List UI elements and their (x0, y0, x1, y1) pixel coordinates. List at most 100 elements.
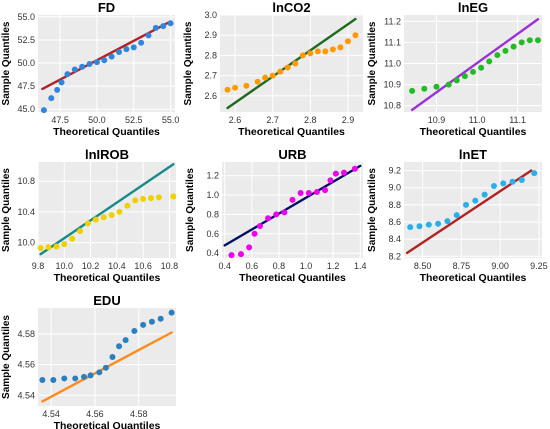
qq-point (299, 52, 306, 59)
x-tick-label: 11.0 (469, 115, 486, 125)
y-tick-label: 52.5 (17, 35, 35, 45)
qq-point (269, 72, 276, 79)
qq-point (254, 78, 261, 85)
y-tick-label: 45.0 (17, 104, 35, 114)
qq-point (96, 369, 103, 376)
qq-point (132, 197, 139, 204)
qq-point (284, 64, 291, 71)
qq-point (130, 44, 137, 51)
qq-point (167, 20, 174, 27)
x-tick-label: 2.9 (342, 115, 355, 125)
qq-point (531, 170, 538, 177)
qq-point (435, 220, 442, 227)
y-tick-label: 55.0 (17, 12, 35, 22)
qq-point (58, 79, 65, 86)
qq-point (131, 327, 138, 334)
qq-point (292, 60, 299, 67)
qq-point (123, 46, 130, 53)
x-axis-label: Theoretical Quantiles (53, 126, 160, 138)
y-axis-label: Sample Quantiles (367, 21, 378, 105)
qq-point (87, 372, 94, 379)
qq-point (461, 73, 468, 80)
qq-point (262, 74, 269, 81)
x-tick-label: 55.0 (162, 115, 180, 125)
reference-line (223, 164, 362, 247)
qq-point (77, 228, 84, 235)
qq-panel-edu: 4.54 4.56 4.58 4.54 4.56 4.58 EDU Theoretical Q… (1, 293, 176, 429)
x-tick-label: 1.4 (354, 261, 367, 271)
qq-point (69, 235, 76, 242)
x-tick-label: 1.0 (300, 261, 313, 271)
qq-point (102, 364, 109, 371)
qq-point (37, 245, 44, 252)
x-tick-label: 8.75 (453, 261, 471, 271)
qq-point (155, 194, 162, 201)
x-tick-label: 11.1 (509, 115, 526, 125)
qq-point (61, 375, 68, 382)
qq-point (243, 82, 250, 89)
qq-point (518, 39, 525, 46)
qq-point (510, 43, 517, 50)
qq-point (322, 187, 329, 194)
qq-point (463, 201, 470, 208)
x-axis-label: Theoretical Quantiles (54, 272, 161, 284)
y-tick-label: 10.8 (17, 176, 35, 186)
y-tick-label: 1.0 (206, 190, 219, 200)
x-tick-label: 50.0 (88, 115, 106, 125)
qq-point (305, 190, 312, 197)
qq-point (138, 39, 145, 46)
qq-point (92, 216, 99, 223)
y-tick-label: 11.0 (384, 59, 401, 69)
y-axis-label: Sample Quantiles (1, 21, 12, 105)
plot-background (38, 308, 176, 406)
qq-point (344, 38, 351, 45)
qq-point (277, 68, 284, 75)
qq-point (313, 189, 320, 196)
qq-point (100, 214, 107, 221)
qq-point (256, 223, 263, 229)
qq-point (116, 343, 123, 350)
y-tick-label: 0.4 (206, 248, 219, 258)
qq-point (453, 212, 460, 219)
qq-panel-urb: 0.4 0.6 0.8 1.0 1.2 1.4 0.4 0.6 0.8 1.0 1.2 URB Theo… (185, 147, 367, 284)
y-tick-label: 0.8 (206, 209, 219, 219)
qq-point (39, 376, 46, 383)
y-tick-label: 2.8 (204, 50, 217, 60)
qq-point (478, 64, 485, 71)
qq-point (281, 209, 288, 216)
x-tick-label: 9.25 (530, 261, 548, 271)
x-tick-label: 47.5 (51, 115, 69, 125)
reference-line (410, 18, 540, 112)
qq-point (101, 57, 108, 64)
qq-point (486, 58, 493, 65)
x-tick-label: 9.00 (491, 261, 509, 271)
qq-point (314, 48, 321, 55)
qq-point (50, 376, 57, 383)
qq-point (251, 230, 258, 237)
qq-point (352, 32, 359, 39)
y-axis-label: Sample Quantiles (1, 168, 12, 252)
y-tick-label: 2.6 (204, 91, 217, 101)
y-tick-label: 9.2 (388, 166, 401, 176)
x-tick-label: 0.4 (218, 261, 231, 271)
x-tick-label: 10.8 (161, 261, 179, 271)
qq-point (160, 23, 167, 30)
qq-point (237, 251, 244, 258)
y-tick-label: 0.6 (206, 229, 219, 239)
qq-point (453, 77, 460, 84)
qq-point (148, 195, 155, 202)
qq-point (337, 44, 344, 51)
y-tick-label: 10.9 (383, 80, 401, 90)
y-tick-label: 10.8 (383, 101, 401, 111)
y-tick-label: 50.0 (17, 58, 35, 68)
x-tick-label: 10.2 (82, 261, 100, 271)
y-axis-label: Sample Quantiles (367, 168, 378, 252)
qq-point (140, 195, 147, 202)
qq-panel-lnirob: 9.8 10.0 10.2 10.4 10.6 10.8 10.0 10.4 10.8 lnIRO… (1, 147, 178, 284)
qq-point (407, 224, 414, 231)
qq-point (64, 71, 71, 78)
qq-point (322, 48, 329, 55)
qq-point (168, 309, 175, 316)
qq-point (481, 191, 488, 198)
